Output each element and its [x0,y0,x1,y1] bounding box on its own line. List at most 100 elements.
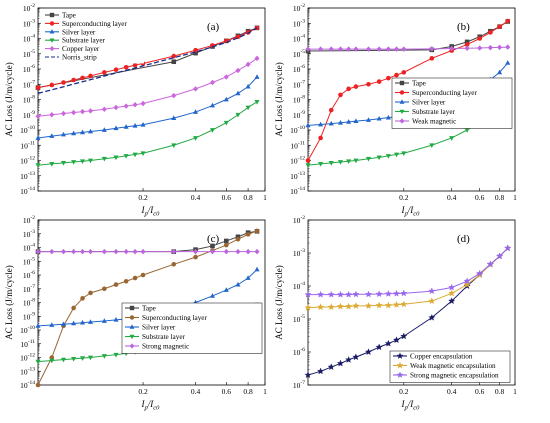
data-point [376,115,382,121]
data-point [328,46,334,52]
y-tick-label: 10-9 [23,311,35,321]
data-point [345,302,353,310]
data-point [223,287,229,292]
data-point [60,161,67,166]
legend-marker [49,21,55,26]
legend-marker [129,305,135,311]
legend-label: Tape [62,12,76,20]
y-tick-label: 10-6 [293,347,305,357]
x-tick-label: 0.8 [495,193,505,202]
panel-label: (b) [457,21,470,33]
data-point [87,108,94,114]
data-point [35,163,41,168]
y-tick-label: 10-9 [23,110,35,120]
data-point [392,336,401,344]
y-axis-label: AC Loss (J/m/cycle) [274,265,284,340]
data-point [384,339,392,347]
y-tick-label: 10-4 [23,243,35,253]
data-point [71,356,77,362]
data-point [132,275,138,281]
data-point [80,129,86,135]
data-point [375,343,383,351]
data-point [210,243,215,249]
data-point [394,72,399,78]
data-point [400,332,408,340]
data-point [140,100,146,107]
legend-label: Substrate layer [62,37,106,45]
data-point [497,44,503,51]
data-point [245,61,251,68]
legend-marker [399,80,405,86]
data-point [193,248,199,255]
data-point [209,128,216,133]
data-point [49,162,55,167]
data-point [60,248,67,255]
series-4 [305,44,511,52]
data-point [209,79,216,86]
data-point [123,154,129,159]
data-point [235,67,241,74]
y-tick-label: 10-8 [293,95,305,105]
data-point [477,36,483,41]
y-tick-label: 10-8 [23,95,35,105]
data-point [132,152,138,158]
data-point [35,359,41,365]
data-point [123,124,129,129]
data-point [193,50,198,56]
x-axis-label: Ip/Ic0 [401,205,421,218]
data-point [71,248,77,255]
data-point [327,363,335,371]
data-point [80,75,85,81]
data-point [464,45,470,51]
y-tick-label: 10-12 [20,353,35,363]
data-point [101,318,107,323]
x-tick-label: 0.4 [191,193,201,202]
data-point [102,70,107,75]
y-tick-label: 10-7 [293,79,305,89]
legend-box [391,77,513,129]
y-tick-label: 10-2 [293,215,305,225]
data-point [193,136,199,141]
legend-label: Tape [412,80,426,88]
y-axis-label: AC Loss (J/m/cycle) [4,62,14,137]
x-tick-label: 0.8 [243,387,253,396]
data-point [223,96,229,102]
legend-label: Substrate layer [142,333,186,341]
data-point [171,53,177,59]
legend-marker [396,352,404,359]
legend-marker [49,45,55,52]
data-point [448,289,456,297]
data-point [60,321,67,327]
data-point [336,359,345,367]
y-tick-label: 10-4 [293,281,305,291]
x-tick-label: 1 [263,193,267,202]
data-point [223,248,229,255]
data-point [113,67,119,72]
legend-label: Silver layer [62,28,96,36]
data-point [448,283,456,291]
x-tick-label: 0.6 [222,193,232,202]
legend-marker [129,343,135,349]
data-point [429,56,435,61]
data-point [365,156,372,162]
y-tick-label: 10-8 [23,298,35,308]
legend-label: Norris_strip [62,54,97,62]
y-tick-label: 10-3 [23,229,35,239]
data-point [35,382,41,388]
data-point [245,248,251,255]
data-point [305,158,311,163]
data-point [80,248,86,255]
data-point [476,269,484,277]
data-point [304,303,312,311]
data-point [132,122,138,128]
data-point [428,313,436,321]
data-point [49,355,55,360]
data-point [385,46,391,52]
data-point [140,122,146,127]
y-tick-label: 10-11 [20,140,35,150]
x-tick-label: 1 [513,193,517,202]
data-point [235,248,241,255]
data-point [318,46,324,52]
panel-label: (d) [457,233,470,245]
